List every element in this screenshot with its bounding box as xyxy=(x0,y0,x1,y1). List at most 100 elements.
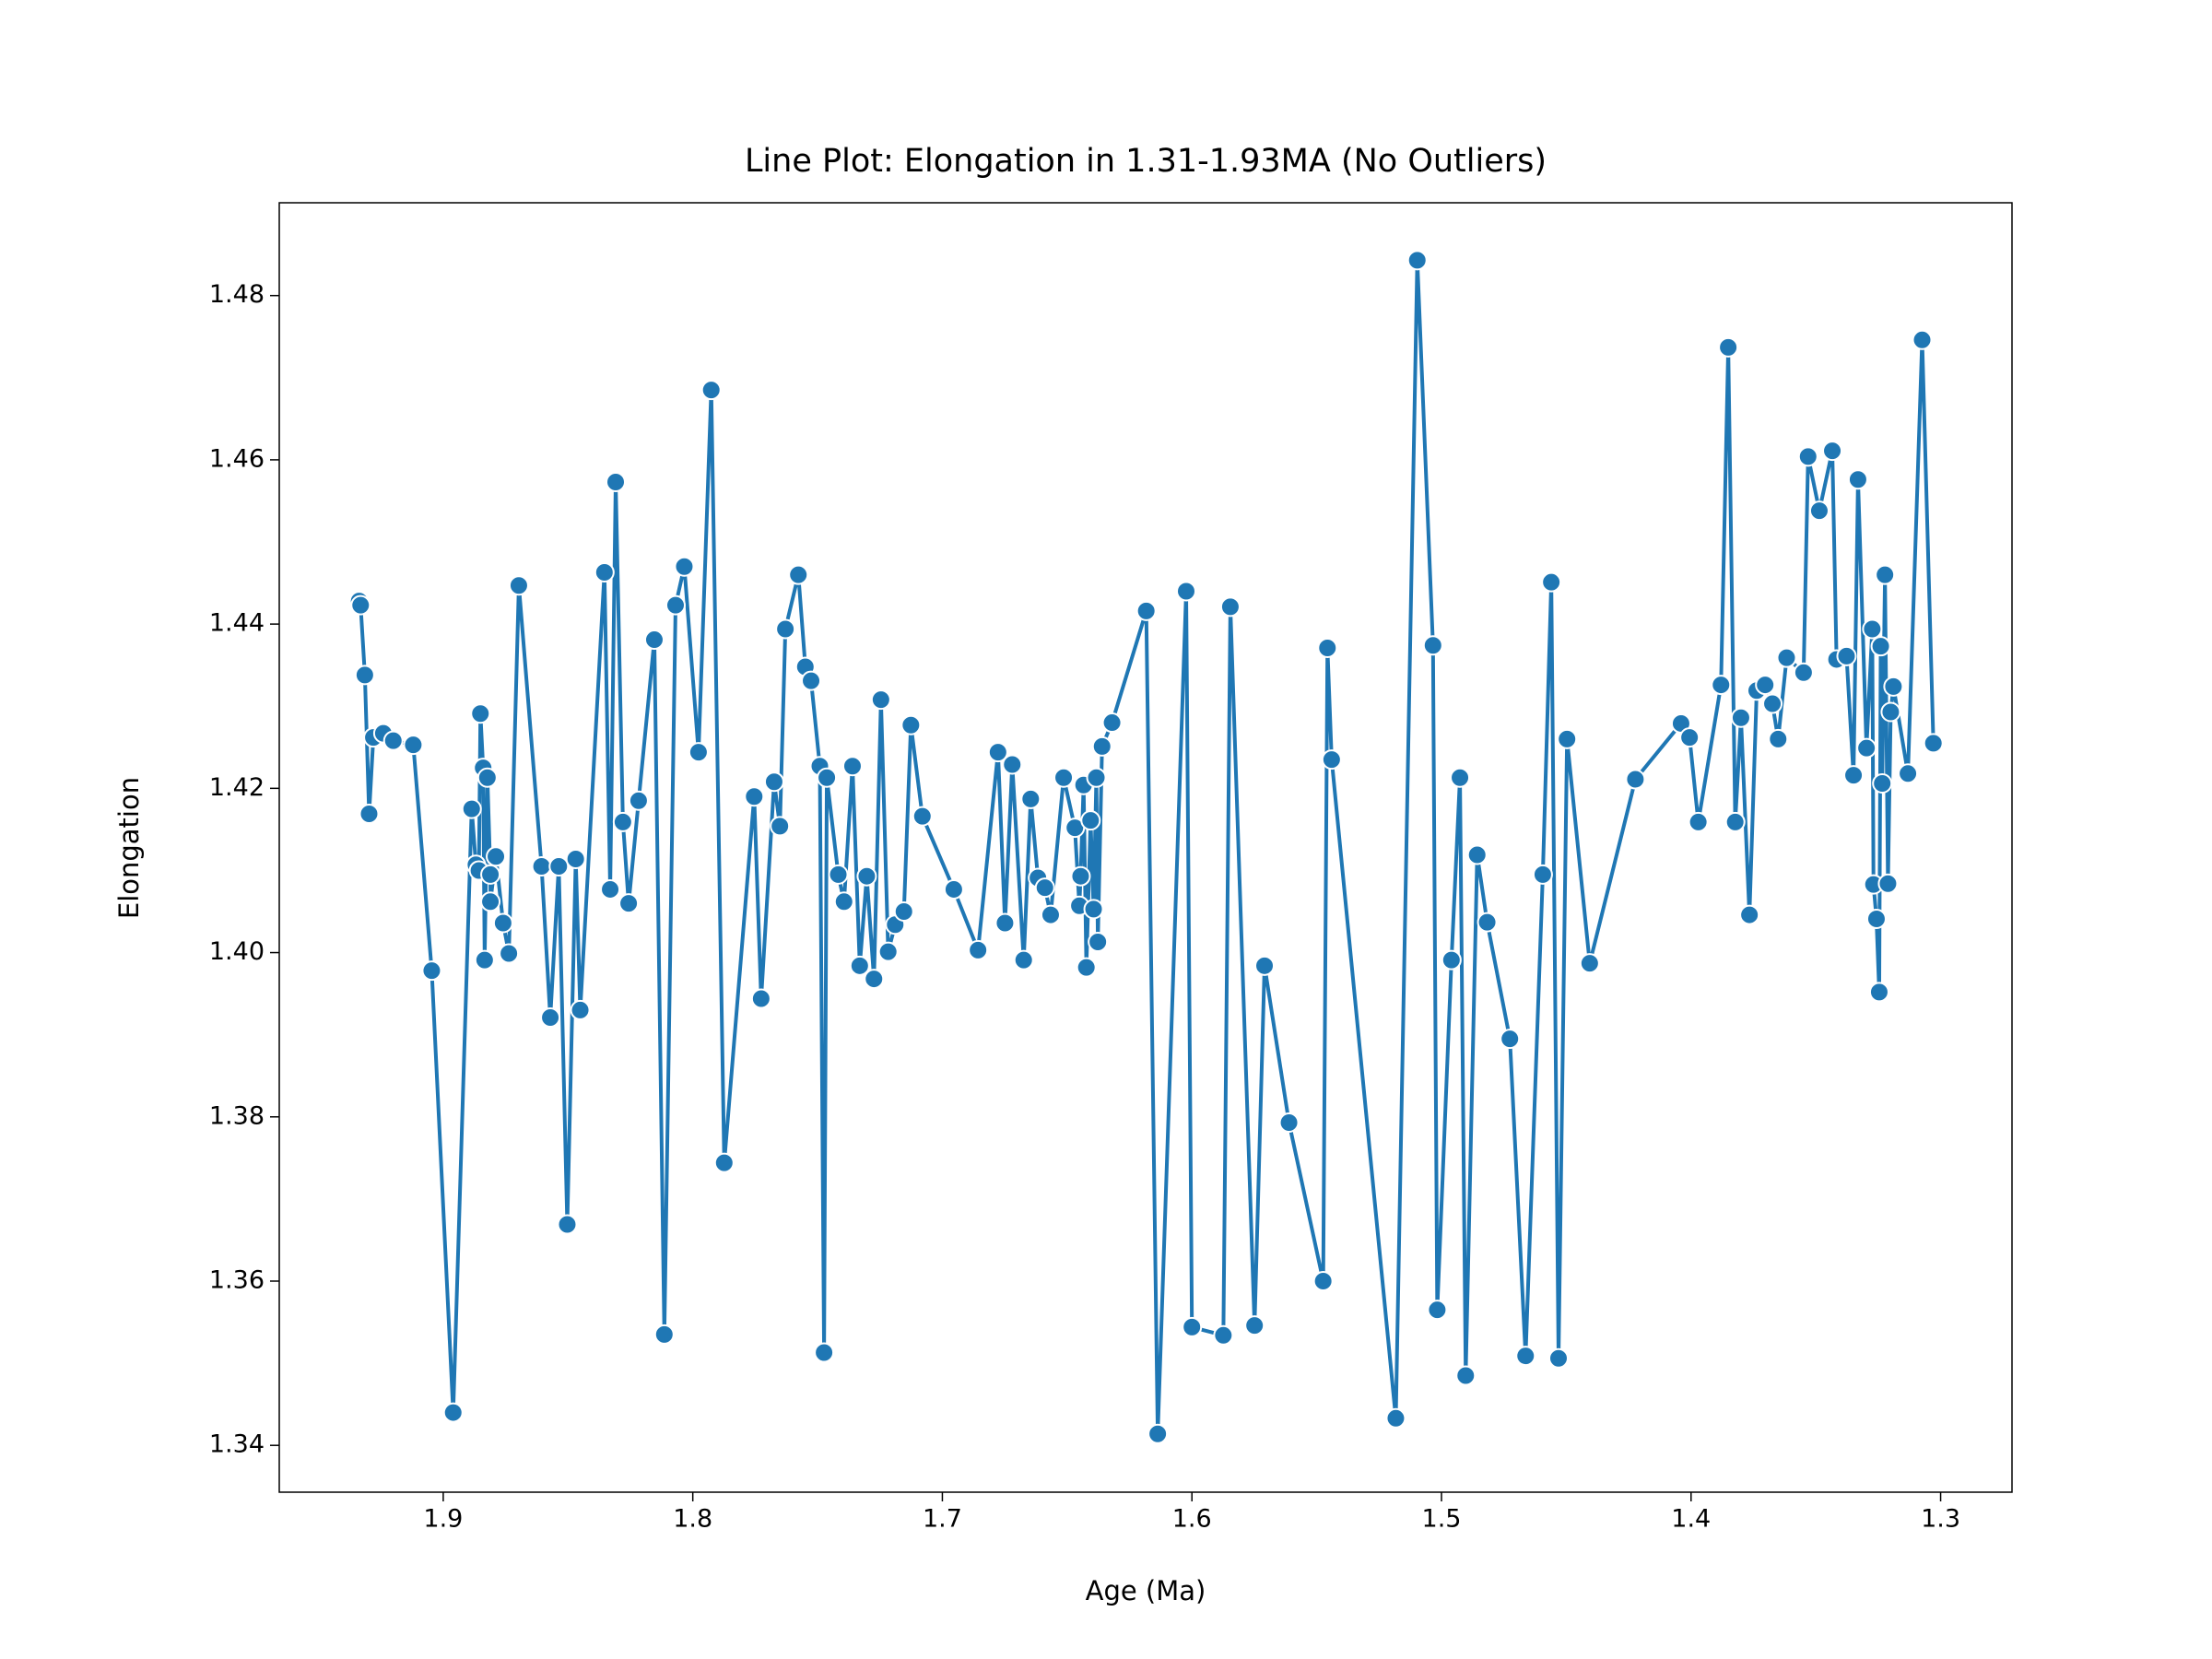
data-point xyxy=(817,767,838,788)
data-point xyxy=(1070,865,1091,887)
data-point xyxy=(1406,250,1428,271)
data-point xyxy=(1312,1270,1334,1291)
data-point xyxy=(1883,676,1904,697)
data-point xyxy=(548,855,570,877)
data-point xyxy=(1711,675,1732,696)
data-point xyxy=(1856,737,1877,759)
x-tick-label: 1.3 xyxy=(1921,1505,1960,1534)
y-axis-label: Elongation xyxy=(113,777,145,919)
data-point xyxy=(1679,727,1700,748)
data-point xyxy=(1441,949,1462,971)
data-point xyxy=(1244,1315,1265,1336)
y-tick-label: 1.48 xyxy=(209,280,265,309)
data-point xyxy=(350,594,371,616)
y-tick-label: 1.38 xyxy=(209,1101,265,1130)
data-point xyxy=(849,955,870,976)
data-point xyxy=(763,771,784,793)
data-point xyxy=(628,790,649,811)
data-point xyxy=(943,878,964,900)
data-line xyxy=(357,258,1936,1436)
data-point xyxy=(540,1006,561,1028)
data-point xyxy=(1724,811,1746,832)
data-point xyxy=(1868,982,1889,1003)
data-point xyxy=(1135,600,1157,621)
chart-title: Line Plot: Elongation in 1.31-1.93MA (No… xyxy=(745,143,1547,180)
data-point xyxy=(1836,645,1857,666)
data-point xyxy=(968,939,989,960)
data-point xyxy=(442,1402,464,1423)
data-point xyxy=(477,767,498,788)
data-point xyxy=(1466,844,1488,865)
data-point xyxy=(1768,728,1789,749)
data-point xyxy=(1923,733,1944,754)
data-point xyxy=(1002,754,1023,775)
data-point xyxy=(1755,675,1776,696)
data-point xyxy=(1317,637,1338,658)
data-point xyxy=(1880,701,1901,723)
data-point xyxy=(1877,873,1899,894)
data-point xyxy=(1875,564,1896,585)
data-point xyxy=(1872,772,1893,794)
data-point xyxy=(1541,571,1562,593)
data-point xyxy=(486,846,507,867)
data-point xyxy=(1739,904,1760,925)
data-point xyxy=(403,735,424,756)
data-point xyxy=(1053,767,1075,788)
data-point xyxy=(1688,811,1709,832)
data-point xyxy=(870,689,891,711)
data-point xyxy=(856,865,877,887)
data-point xyxy=(492,912,513,934)
data-point xyxy=(1088,931,1109,952)
data-point xyxy=(470,703,491,724)
data-point xyxy=(474,949,495,971)
data-point xyxy=(643,629,665,651)
data-point xyxy=(665,594,686,616)
y-tick-label: 1.46 xyxy=(209,444,265,473)
data-point xyxy=(1254,955,1276,976)
data-point xyxy=(618,893,640,914)
data-point xyxy=(788,564,809,585)
data-point xyxy=(713,1152,735,1173)
data-point xyxy=(1532,864,1553,885)
data-point xyxy=(744,786,765,807)
data-point xyxy=(421,960,442,982)
data-point xyxy=(600,878,621,900)
data-point xyxy=(354,665,375,686)
x-axis-label: Age (Ma) xyxy=(1086,1575,1206,1606)
data-point xyxy=(994,912,1016,934)
data-point xyxy=(750,988,771,1009)
data-point xyxy=(1625,769,1646,790)
data-point xyxy=(1847,469,1868,490)
data-point xyxy=(1422,635,1443,656)
data-point xyxy=(499,943,520,964)
data-point xyxy=(1176,581,1197,602)
data-point xyxy=(828,864,849,885)
data-point xyxy=(594,561,615,582)
data-point xyxy=(1040,904,1061,925)
data-point xyxy=(557,1214,578,1235)
data-point xyxy=(1013,949,1034,971)
data-point xyxy=(1808,500,1830,522)
data-point xyxy=(1091,735,1112,757)
data-point xyxy=(606,471,627,492)
data-point xyxy=(1776,647,1797,668)
data-point xyxy=(570,999,591,1020)
plot-frame xyxy=(278,202,2013,1493)
data-point xyxy=(461,798,482,819)
data-point xyxy=(1321,749,1342,771)
data-point xyxy=(674,556,695,577)
data-point xyxy=(653,1324,675,1345)
data-point xyxy=(801,670,822,691)
x-tick-label: 1.5 xyxy=(1422,1505,1462,1534)
data-point xyxy=(900,714,922,735)
data-point xyxy=(1219,596,1241,618)
data-point xyxy=(565,848,586,869)
data-point xyxy=(1579,953,1600,974)
data-point xyxy=(1427,1300,1448,1321)
x-tick-label: 1.8 xyxy=(673,1505,712,1534)
data-point xyxy=(1912,329,1933,350)
data-point xyxy=(833,891,854,912)
data-point xyxy=(841,756,863,777)
y-tick-label: 1.42 xyxy=(209,773,265,802)
data-point xyxy=(1718,336,1739,358)
